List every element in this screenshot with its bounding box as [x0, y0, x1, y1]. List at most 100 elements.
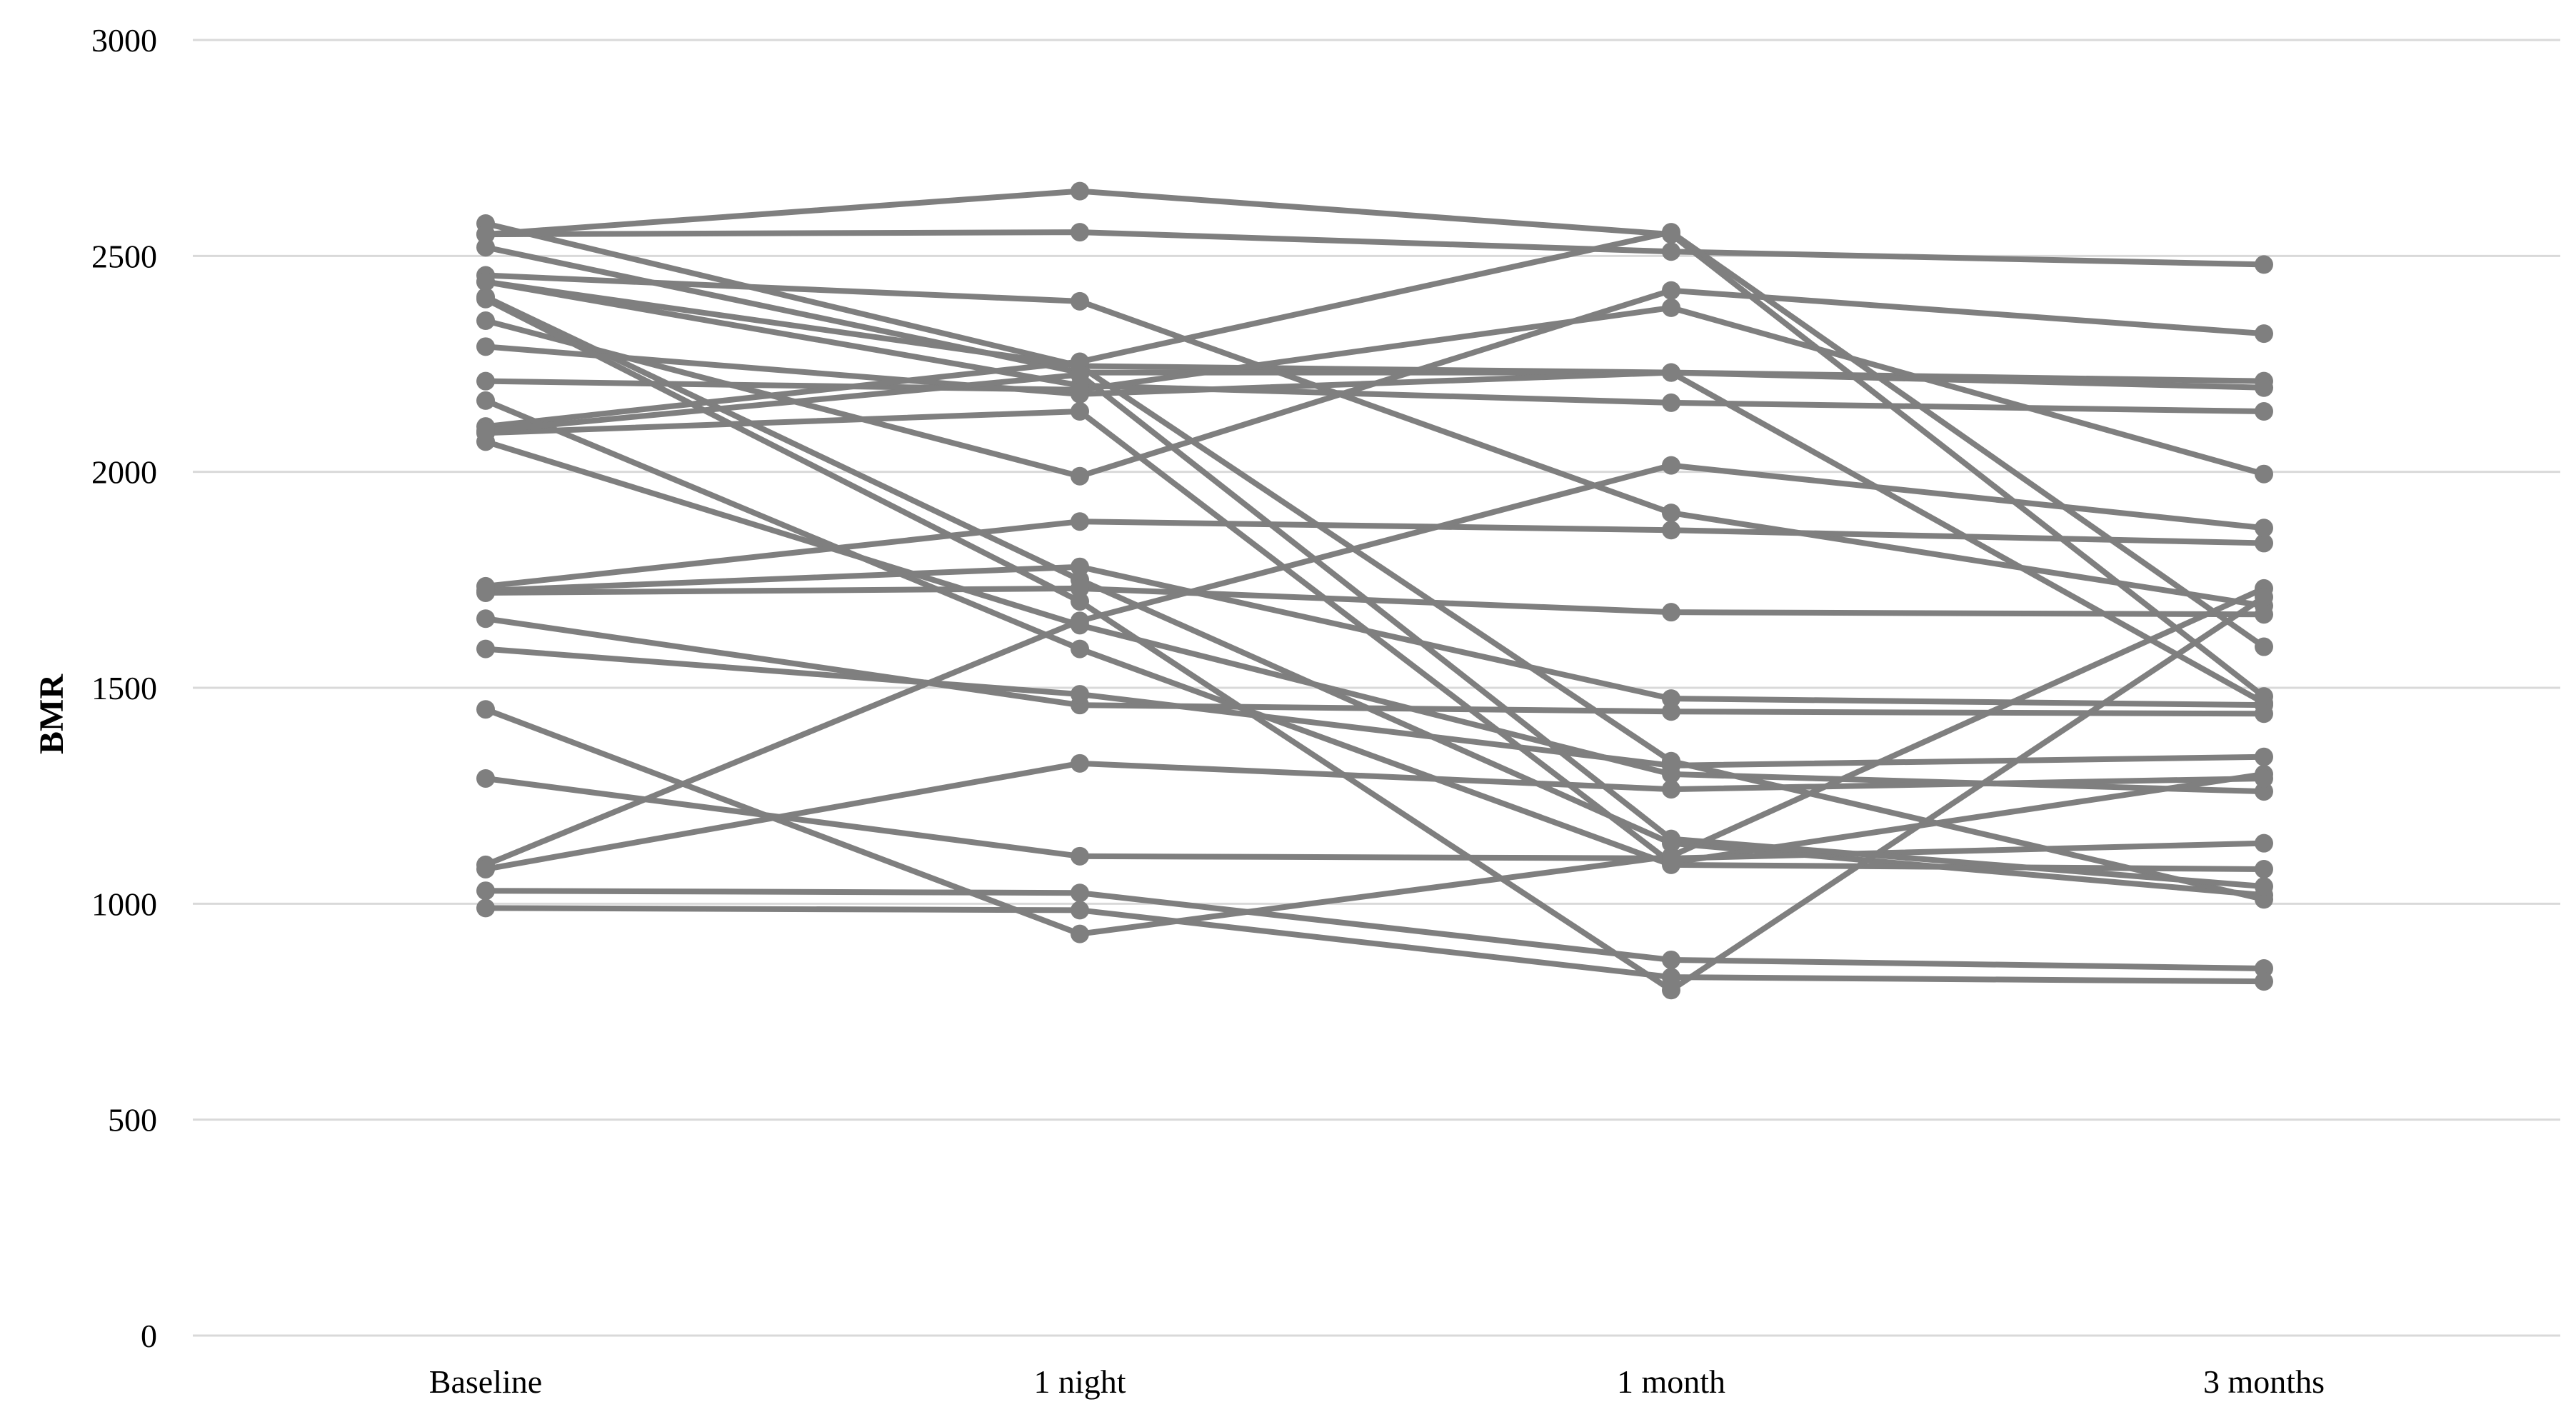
y-tick-label-1000: 1000	[91, 886, 157, 922]
series-line-4	[483, 244, 2267, 384]
data-point-s15-1	[1071, 512, 1089, 531]
series-line-23	[483, 760, 2267, 872]
x-tick-label-3: 3 months	[2203, 1363, 2325, 1400]
data-point-s12-1	[1071, 402, 1089, 421]
series-line-17	[483, 585, 2267, 618]
data-point-s4-0	[476, 238, 495, 257]
x-axis-tick-labels: Baseline 1 night 1 month 3 months	[429, 1363, 2325, 1400]
data-point-s19-3	[2255, 747, 2273, 766]
data-point-s8-1	[1071, 466, 1089, 486]
data-point-s9-3	[2255, 378, 2273, 397]
data-point-s5-2	[1662, 504, 1680, 523]
data-point-s8-2	[1662, 281, 1680, 300]
data-point-s9-2	[1662, 363, 1680, 382]
y-axis-tick-labels: 0 500 1000 1500 2000 2500 3000	[91, 22, 157, 1354]
data-point-s18-0	[476, 609, 495, 629]
data-point-s6-2	[1662, 393, 1680, 412]
data-point-s2-1	[1071, 181, 1089, 201]
data-point-s3-2	[1662, 242, 1680, 261]
data-point-s20-1	[1071, 924, 1089, 943]
data-point-s28-1	[1071, 365, 1089, 384]
data-point-s19-0	[476, 639, 495, 659]
data-point-s3-1	[1071, 223, 1089, 242]
data-point-s10-3	[2255, 464, 2273, 484]
data-point-s15-2	[1662, 521, 1680, 540]
data-point-s23-2	[1662, 780, 1680, 799]
data-point-s20-0	[476, 700, 495, 719]
data-point-s19-1	[1071, 685, 1089, 704]
data-point-s13-3	[2255, 782, 2273, 801]
series-line-22	[483, 462, 2267, 868]
series-line-21	[483, 775, 2267, 861]
data-point-s17-3	[2255, 605, 2273, 624]
x-tick-label-0: Baseline	[429, 1363, 542, 1400]
data-point-s11-2	[1662, 223, 1680, 242]
x-tick-label-1: 1 night	[1033, 1363, 1126, 1400]
data-point-s17-1	[1071, 579, 1089, 598]
series-line-9	[483, 344, 2267, 397]
series-line-6	[483, 279, 2267, 415]
series-line-12	[483, 409, 2267, 866]
data-point-s28-3	[2255, 877, 2273, 896]
data-point-s17-0	[476, 583, 495, 602]
series-line-26	[483, 296, 2267, 993]
data-point-s22-1	[1071, 611, 1089, 631]
x-tick-label-2: 1 month	[1617, 1363, 1725, 1400]
series-line-14	[483, 397, 2267, 872]
data-point-s25-1	[1071, 901, 1089, 920]
data-point-s26-0	[476, 289, 495, 309]
data-point-s24-2	[1662, 950, 1680, 969]
data-point-s10-1	[1071, 380, 1089, 399]
data-point-s11-3	[2255, 637, 2273, 656]
y-tick-label-1500: 1500	[91, 670, 157, 706]
series-line-16	[483, 564, 2267, 708]
data-point-s14-3	[2255, 859, 2273, 878]
data-point-s3-3	[2255, 255, 2273, 274]
series-line-27	[483, 279, 2267, 903]
data-point-s10-2	[1662, 298, 1680, 317]
data-point-s18-2	[1662, 702, 1680, 721]
data-point-s16-2	[1662, 689, 1680, 708]
series-line-5	[483, 272, 2267, 609]
series-line-18	[483, 616, 2267, 717]
data-point-s14-1	[1071, 639, 1089, 659]
series-lines	[483, 188, 2267, 993]
data-point-s23-3	[2255, 768, 2273, 788]
data-point-s14-0	[476, 391, 495, 410]
data-point-s26-1	[1071, 592, 1089, 611]
data-point-s22-3	[2255, 519, 2273, 538]
data-point-s8-0	[476, 311, 495, 331]
data-point-s3-0	[476, 225, 495, 244]
data-point-s27-2	[1662, 751, 1680, 771]
data-point-s17-2	[1662, 603, 1680, 622]
series-line-2	[483, 188, 2267, 700]
series-line-24	[483, 888, 2267, 972]
data-point-s24-0	[476, 881, 495, 901]
series-line-11	[483, 229, 2267, 650]
data-point-s26-2	[1662, 981, 1680, 1000]
data-points	[476, 181, 2273, 1000]
data-point-s23-0	[476, 859, 495, 878]
data-point-s18-3	[2255, 704, 2273, 723]
data-point-s6-3	[2255, 402, 2273, 421]
data-point-s27-0	[476, 272, 495, 291]
y-tick-label-2500: 2500	[91, 238, 157, 274]
series-line-19	[483, 646, 2267, 768]
data-point-s28-0	[476, 421, 495, 441]
y-tick-label-3000: 3000	[91, 22, 157, 59]
series-line-20	[483, 585, 2267, 937]
data-point-s16-1	[1071, 557, 1089, 576]
data-point-s21-3	[2255, 833, 2273, 853]
data-point-s22-2	[1662, 456, 1680, 475]
data-point-s25-3	[2255, 972, 2273, 991]
data-point-s9-0	[476, 337, 495, 356]
y-tick-label-2000: 2000	[91, 454, 157, 491]
data-point-s27-3	[2255, 890, 2273, 909]
data-point-s24-1	[1071, 883, 1089, 903]
y-tick-label-500: 500	[108, 1102, 157, 1138]
data-point-s21-2	[1662, 848, 1680, 868]
data-point-s15-3	[2255, 534, 2273, 553]
series-line-28	[483, 371, 2267, 890]
series-line-15	[483, 519, 2267, 589]
